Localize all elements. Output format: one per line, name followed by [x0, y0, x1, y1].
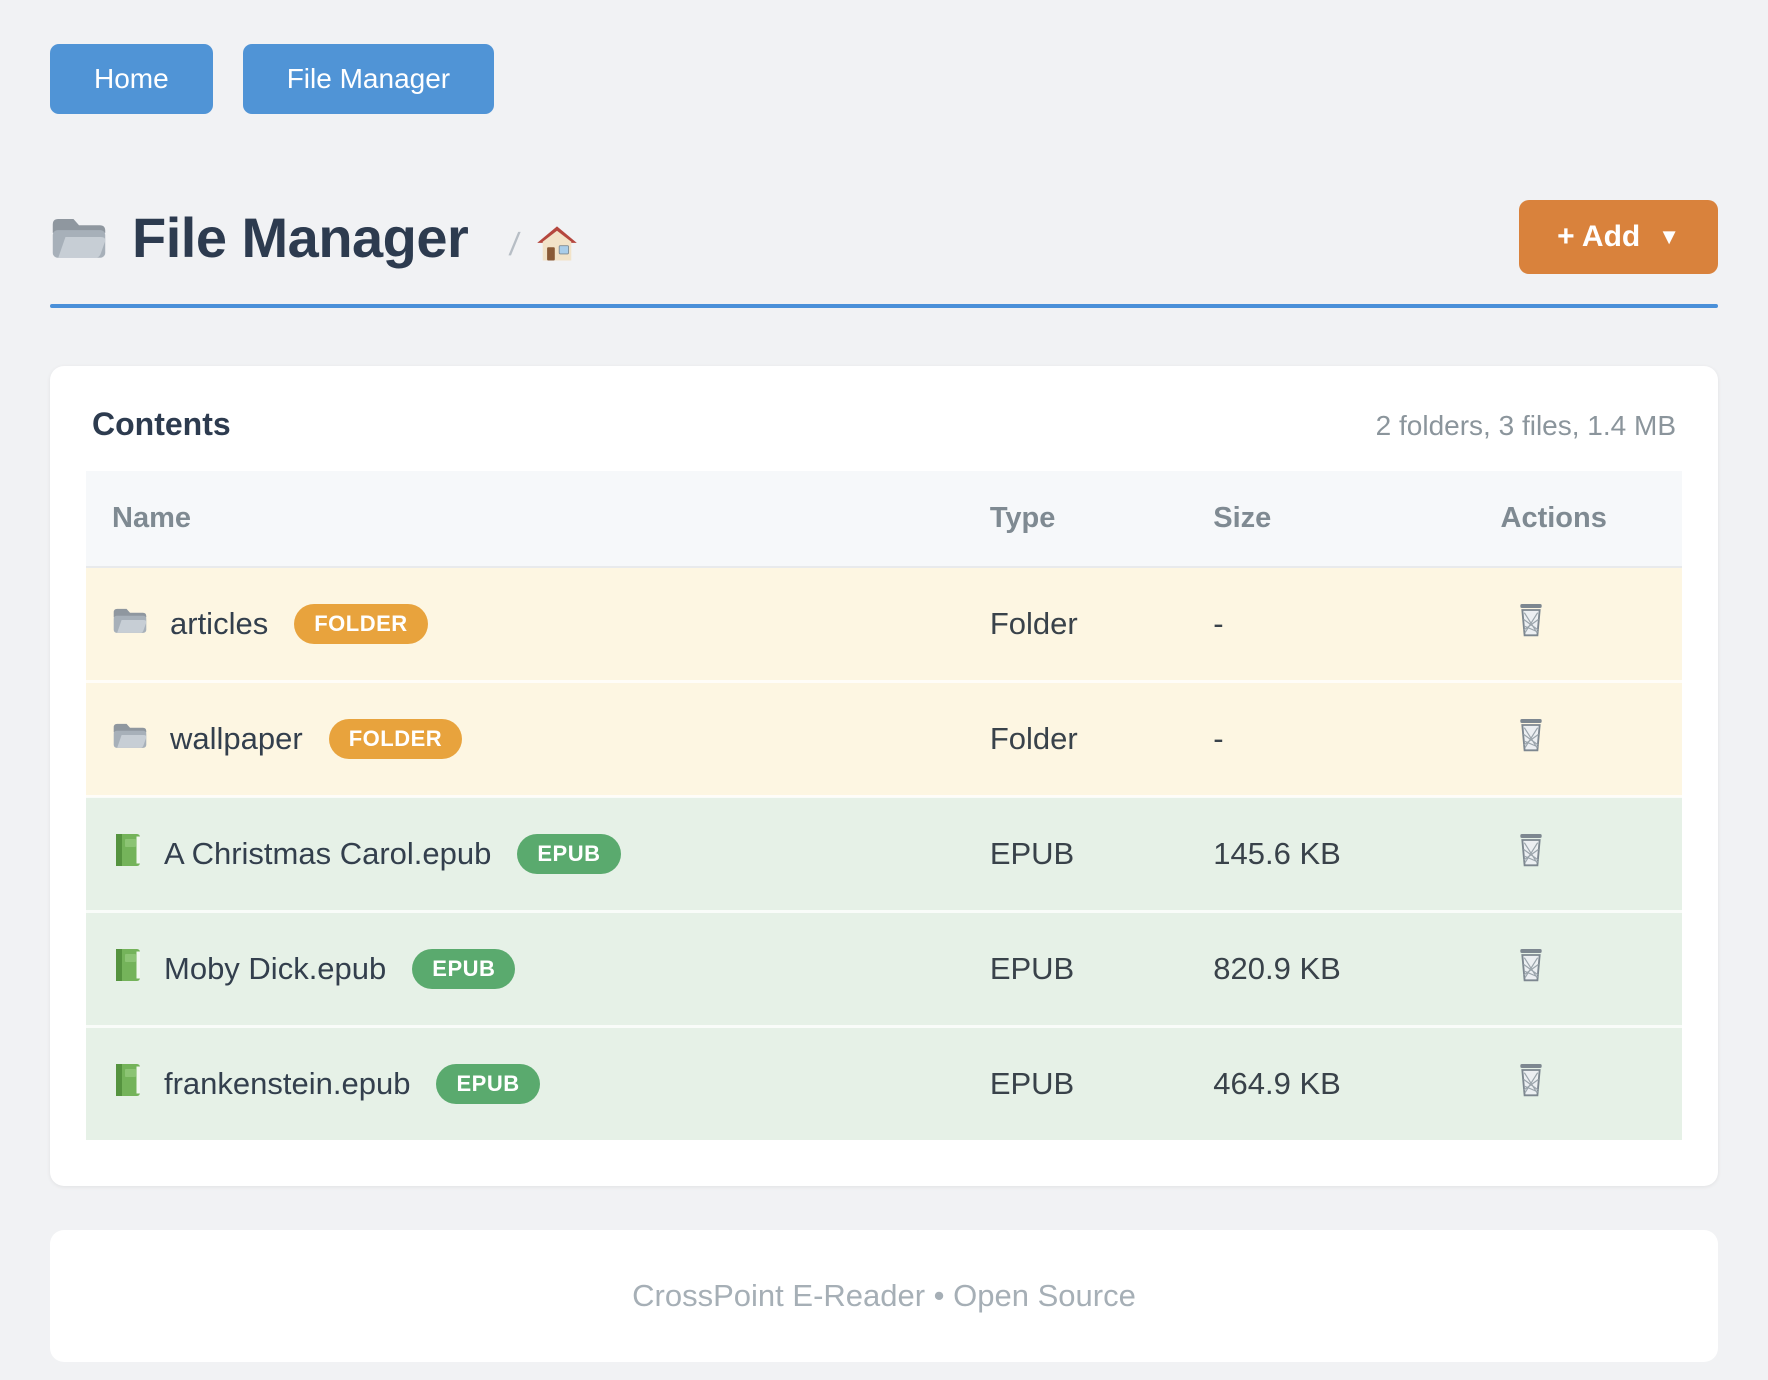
- epub-badge: EPUB: [436, 1064, 540, 1104]
- delete-button[interactable]: [1515, 832, 1547, 871]
- table-row: A Christmas Carol.epub EPUB EPUB 145.6 K…: [86, 795, 1682, 912]
- item-type: Folder: [989, 606, 1078, 641]
- item-type: EPUB: [963, 910, 1188, 1027]
- item-name-link[interactable]: articles: [170, 606, 269, 641]
- item-name-link[interactable]: A Christmas Carol.epub: [164, 836, 492, 871]
- folder-badge: FOLDER: [328, 719, 463, 759]
- breadcrumb-separator: /: [507, 225, 522, 262]
- item-type: EPUB: [963, 1025, 1188, 1140]
- page-header: File Manager / + Add ▼: [50, 200, 1718, 274]
- contents-title: Contents: [92, 406, 231, 442]
- column-header-name: Name: [86, 471, 964, 568]
- trash-icon: [1515, 602, 1547, 641]
- item-type: EPUB: [963, 795, 1188, 912]
- add-button-label: + Add: [1557, 220, 1641, 253]
- delete-button[interactable]: [1515, 1062, 1547, 1101]
- item-size: 145.6 KB: [1187, 795, 1475, 912]
- table-row: wallpaper FOLDER Folder -: [86, 680, 1682, 797]
- folder-icon: [50, 213, 108, 261]
- folder-icon: [112, 605, 148, 643]
- item-size: -: [1213, 606, 1224, 641]
- folder-badge: FOLDER: [294, 604, 428, 644]
- files-table: Name Type Size Actions articles FOLDER F…: [86, 471, 1682, 1140]
- house-icon[interactable]: [535, 224, 579, 264]
- contents-summary: 2 folders, 3 files, 1.4 MB: [1375, 410, 1676, 441]
- footer: CrossPoint E-Reader • Open Source: [50, 1230, 1718, 1362]
- delete-button[interactable]: [1515, 717, 1547, 756]
- add-button[interactable]: + Add ▼: [1519, 200, 1718, 274]
- item-name-link[interactable]: wallpaper: [170, 721, 303, 756]
- top-nav: Home File Manager: [50, 44, 1718, 114]
- epub-badge: EPUB: [412, 949, 516, 989]
- column-header-size: Size: [1187, 471, 1475, 568]
- header-divider: [50, 304, 1718, 308]
- footer-text: CrossPoint E-Reader • Open Source: [632, 1278, 1136, 1313]
- book-icon: [112, 947, 142, 991]
- item-name-link[interactable]: Moby Dick.epub: [164, 951, 387, 986]
- epub-badge: EPUB: [517, 834, 621, 874]
- column-header-actions: Actions: [1474, 471, 1682, 568]
- page-title: File Manager: [132, 205, 469, 269]
- book-icon: [112, 832, 142, 876]
- trash-icon: [1515, 832, 1547, 871]
- item-size: -: [1187, 680, 1475, 797]
- item-size: 464.9 KB: [1187, 1025, 1475, 1140]
- table-row: articles FOLDER Folder -: [86, 567, 1682, 682]
- item-name-link[interactable]: frankenstein.epub: [164, 1066, 411, 1101]
- breadcrumb: /: [507, 224, 579, 264]
- book-icon: [112, 1062, 142, 1106]
- contents-card: Contents 2 folders, 3 files, 1.4 MB Name…: [50, 366, 1718, 1186]
- item-size: 820.9 KB: [1187, 910, 1475, 1027]
- table-row: Moby Dick.epub EPUB EPUB 820.9 KB: [86, 910, 1682, 1027]
- home-button[interactable]: Home: [50, 44, 213, 114]
- folder-icon: [112, 720, 148, 758]
- column-header-type: Type: [963, 471, 1188, 568]
- chevron-down-icon: ▼: [1658, 224, 1680, 249]
- file-manager-button[interactable]: File Manager: [242, 44, 495, 114]
- trash-icon: [1515, 1062, 1547, 1101]
- item-type: Folder: [963, 680, 1188, 797]
- delete-button[interactable]: [1515, 947, 1547, 986]
- delete-button[interactable]: [1515, 602, 1547, 641]
- trash-icon: [1515, 717, 1547, 756]
- trash-icon: [1515, 947, 1547, 986]
- table-row: frankenstein.epub EPUB EPUB 464.9 KB: [86, 1025, 1682, 1140]
- contents-card-header: Contents 2 folders, 3 files, 1.4 MB: [86, 406, 1682, 443]
- table-header-row: Name Type Size Actions: [86, 471, 1682, 568]
